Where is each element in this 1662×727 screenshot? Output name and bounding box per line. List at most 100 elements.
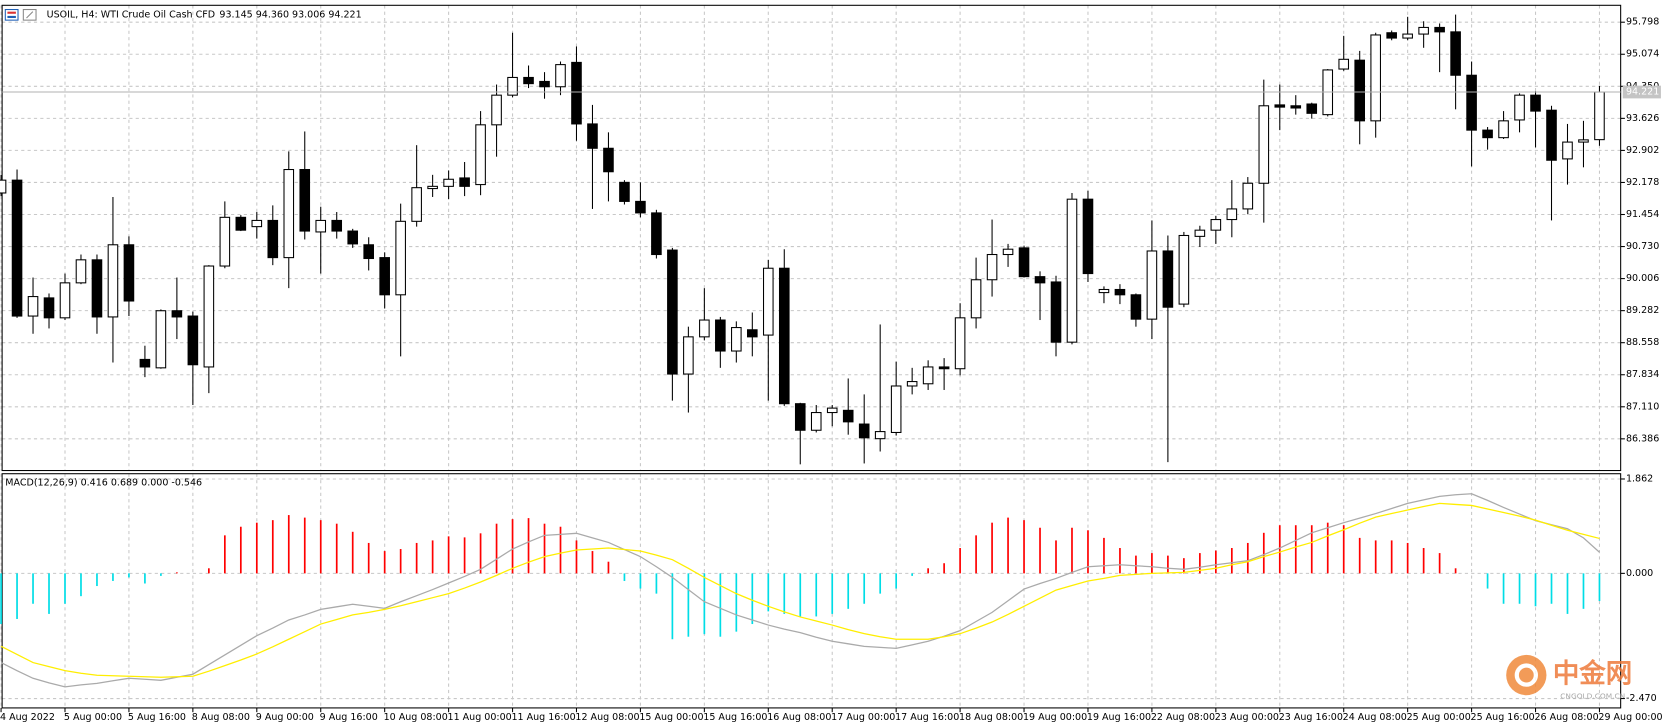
- candle-body: [1226, 208, 1238, 221]
- y-tick-label: 89.282: [1626, 305, 1659, 316]
- candle-body: [1370, 34, 1381, 122]
- candle-body: [347, 230, 359, 245]
- x-tick-label: 26 Aug 08:00: [1534, 712, 1598, 723]
- candle-body: [699, 319, 710, 338]
- candle-body: [1402, 33, 1413, 39]
- macd-line: [0, 493, 1600, 688]
- candle-body: [858, 423, 870, 439]
- candle-body: [1290, 105, 1302, 109]
- candle-body: [491, 94, 502, 126]
- macd-panel-frame: [1, 473, 1622, 709]
- candle-body: [938, 366, 950, 370]
- price-panel-frame: [1, 4, 1622, 472]
- candle-body: [1482, 129, 1493, 139]
- candle-body: [1082, 198, 1094, 275]
- grid-layer: [0, 5, 1621, 708]
- signal-line: [0, 502, 1600, 678]
- last-price-label: 94.221: [1626, 87, 1659, 98]
- candle-body: [11, 179, 23, 317]
- y-tick-label: 90.730: [1626, 241, 1659, 252]
- candle-body: [395, 220, 406, 296]
- candle-body: [0, 179, 7, 194]
- candle-body: [1002, 248, 1014, 256]
- y-tick-label: 87.110: [1626, 401, 1659, 412]
- candle-body: [1146, 250, 1158, 320]
- y-tick-label: 95.798: [1626, 17, 1659, 28]
- y-tick-label: 1.862: [1626, 473, 1653, 484]
- candle-body: [762, 267, 774, 336]
- y-tick-label: 90.006: [1626, 273, 1659, 284]
- x-tick-label: 10 Aug 08:00: [384, 712, 448, 723]
- x-tick-label: 16 Aug 08:00: [767, 712, 831, 723]
- candle-body: [619, 181, 630, 202]
- ohlc-text: 93.145 94.360 93.006 94.221: [219, 9, 361, 20]
- candle-body: [539, 80, 550, 88]
- candle-body: [922, 366, 934, 385]
- candle-body: [1338, 58, 1350, 70]
- candle-body: [1162, 250, 1174, 308]
- candle-body: [283, 168, 295, 259]
- watermark-title: 中金网: [1553, 659, 1632, 690]
- candle-body: [747, 329, 758, 338]
- candle-body: [1306, 103, 1318, 114]
- watermark-logo-ring: [1514, 663, 1538, 687]
- candle-body: [715, 319, 726, 352]
- candle-body: [1210, 219, 1222, 231]
- candle-body: [954, 317, 966, 370]
- last-price-box: [1622, 85, 1661, 99]
- candle-body: [379, 257, 390, 296]
- y-tick-label: 86.386: [1626, 433, 1659, 444]
- candle-body: [267, 219, 279, 259]
- candle-body: [155, 310, 167, 369]
- x-tick-label: 19 Aug 00:00: [1023, 712, 1087, 723]
- y-tick-label: 88.558: [1626, 337, 1659, 348]
- candle-body: [906, 381, 918, 387]
- candle-body: [1578, 139, 1589, 143]
- candle-body: [187, 315, 199, 366]
- candle-body: [43, 297, 55, 319]
- candle-body: [1098, 288, 1110, 294]
- watermark-subtitle: CNGOLD.COM.CN: [1560, 691, 1625, 700]
- candle-body: [810, 412, 822, 431]
- candle-body: [1450, 31, 1461, 76]
- candle-body: [587, 123, 598, 149]
- candle-body: [59, 282, 71, 319]
- candle-body: [1530, 94, 1541, 112]
- candle-body: [1050, 281, 1062, 343]
- x-tick-label: 23 Aug 00:00: [1215, 712, 1279, 723]
- icon-bar: [7, 15, 16, 19]
- candle-body: [75, 259, 87, 284]
- candle-body: [331, 219, 343, 232]
- candle-body: [27, 296, 39, 317]
- y-tick-label: 92.178: [1626, 177, 1659, 188]
- icon-line: [26, 11, 34, 19]
- candle-body: [251, 219, 263, 228]
- candle-body: [315, 219, 327, 233]
- y-tick-label: 95.074: [1626, 49, 1659, 60]
- candle-body: [890, 385, 902, 433]
- candle-body: [443, 178, 454, 187]
- y-tick-label: 87.834: [1626, 369, 1659, 380]
- x-tick-label: 17 Aug 00:00: [831, 712, 895, 723]
- candle-body: [667, 249, 678, 375]
- candle-body: [1258, 105, 1270, 184]
- candle-body: [1274, 104, 1286, 108]
- candle-body: [1242, 182, 1254, 210]
- candle-body: [523, 76, 534, 85]
- candle-body: [1546, 109, 1557, 161]
- candle-body: [1594, 91, 1605, 141]
- candle-body: [731, 327, 742, 352]
- candle-body: [1562, 141, 1573, 160]
- x-tick-label: 5 Aug 16:00: [128, 712, 186, 723]
- candle-body: [1130, 294, 1142, 320]
- x-tick-label: 18 Aug 08:00: [959, 712, 1023, 723]
- chart-title: USOIL, H4: WTI Crude Oil Cash CFD: [47, 9, 215, 20]
- candle-body: [363, 244, 374, 260]
- symbol-icon: [4, 9, 37, 21]
- x-tick-label: 9 Aug 16:00: [320, 712, 378, 723]
- candle-body: [1018, 247, 1030, 278]
- candle-body: [1386, 32, 1397, 39]
- x-tick-label: 9 Aug 00:00: [256, 712, 314, 723]
